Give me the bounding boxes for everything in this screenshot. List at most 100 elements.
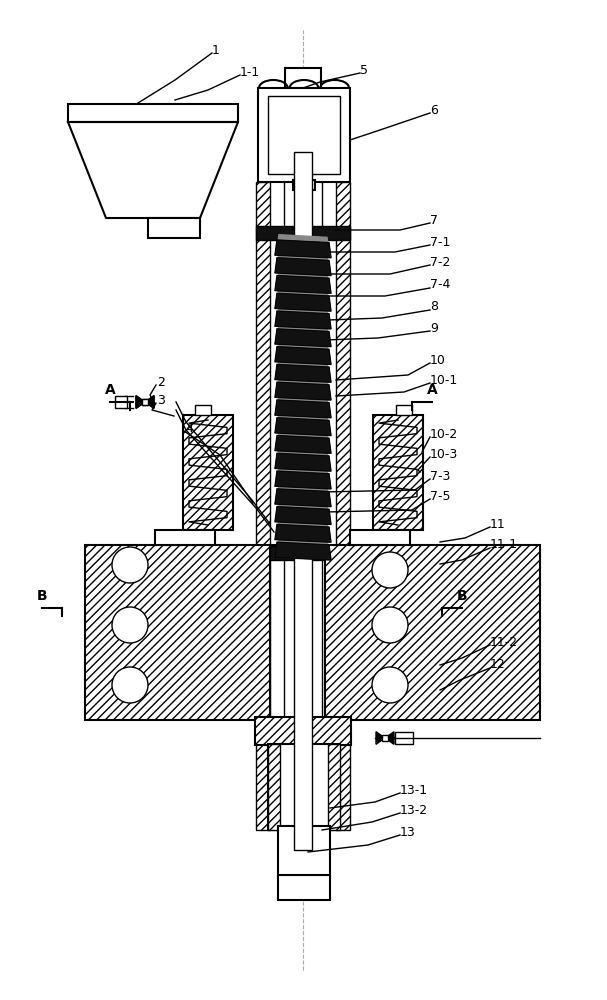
Text: 8: 8 [430,300,438,314]
Text: 13-1: 13-1 [400,784,428,796]
Text: 13: 13 [400,826,416,838]
Text: 7-4: 7-4 [430,278,450,292]
Polygon shape [68,122,238,218]
Bar [268,744,280,830]
Polygon shape [277,324,329,340]
Polygon shape [275,240,331,258]
Polygon shape [277,430,329,447]
Polygon shape [277,235,329,252]
Polygon shape [275,329,331,347]
Bar [256,546,350,560]
Text: 3: 3 [157,393,165,406]
Bar [373,415,423,530]
Polygon shape [277,484,329,500]
Text: 9: 9 [430,322,438,334]
Circle shape [372,552,408,588]
Text: A: A [427,383,438,397]
Bar [396,405,412,415]
Bar [68,104,238,122]
Bar [256,226,350,240]
Text: 1-1: 1-1 [240,66,260,79]
Bar [142,399,148,405]
Polygon shape [277,377,329,394]
Text: B: B [36,589,47,603]
Polygon shape [275,400,331,418]
Polygon shape [277,412,329,429]
Polygon shape [275,418,331,436]
Polygon shape [277,519,329,536]
Polygon shape [145,396,154,408]
Polygon shape [275,453,331,471]
Polygon shape [277,306,329,323]
Bar [142,399,148,405]
Bar [278,826,330,878]
Polygon shape [376,732,385,744]
Text: 12: 12 [490,658,506,672]
Polygon shape [275,489,331,507]
Bar [328,744,340,830]
Bar [294,152,312,850]
Polygon shape [275,542,331,560]
Polygon shape [275,436,331,453]
Text: 11-1: 11-1 [490,538,518,552]
Bar [336,182,350,830]
Circle shape [372,667,408,703]
Text: 7: 7 [430,214,438,227]
Bar [255,717,351,745]
Polygon shape [275,258,331,276]
Text: 7-1: 7-1 [430,235,450,248]
Polygon shape [275,524,331,542]
Text: A: A [104,383,115,397]
Polygon shape [277,537,329,554]
Bar [195,405,211,415]
Polygon shape [275,382,331,400]
Polygon shape [136,396,145,408]
Polygon shape [277,341,329,358]
Bar [268,96,340,174]
Bar [285,68,321,88]
Text: 7-2: 7-2 [430,255,450,268]
Circle shape [372,607,408,643]
Text: 10-3: 10-3 [430,448,458,460]
Text: 11: 11 [490,518,506,530]
Polygon shape [275,347,331,364]
Bar [258,88,350,182]
Bar [256,182,270,830]
Text: 1: 1 [212,43,220,56]
Text: 10-2: 10-2 [430,428,458,440]
Text: 5: 5 [360,64,368,77]
Polygon shape [277,270,329,287]
Bar [85,545,270,720]
Polygon shape [275,507,331,524]
Text: 11-2: 11-2 [490,636,518,648]
Polygon shape [277,359,329,376]
Polygon shape [277,501,329,518]
Text: 2: 2 [157,375,165,388]
Bar [183,415,233,530]
Circle shape [112,607,148,643]
Text: 10-1: 10-1 [430,373,458,386]
Bar [293,180,315,190]
Polygon shape [145,396,154,408]
Bar [268,744,340,830]
Bar [395,732,413,744]
Polygon shape [275,471,331,489]
Circle shape [112,547,148,583]
Polygon shape [277,395,329,412]
Polygon shape [385,732,394,744]
Polygon shape [277,466,329,483]
Bar [350,530,410,545]
Bar [115,396,127,408]
Text: 6: 6 [430,104,438,116]
Bar [278,875,330,900]
Polygon shape [277,288,329,305]
Text: 10: 10 [430,354,446,366]
Polygon shape [277,448,329,465]
Polygon shape [275,364,331,382]
Text: 13-2: 13-2 [400,804,428,816]
Polygon shape [275,276,331,293]
Polygon shape [277,252,329,269]
Polygon shape [275,311,331,329]
Polygon shape [136,396,145,408]
Polygon shape [275,293,331,311]
